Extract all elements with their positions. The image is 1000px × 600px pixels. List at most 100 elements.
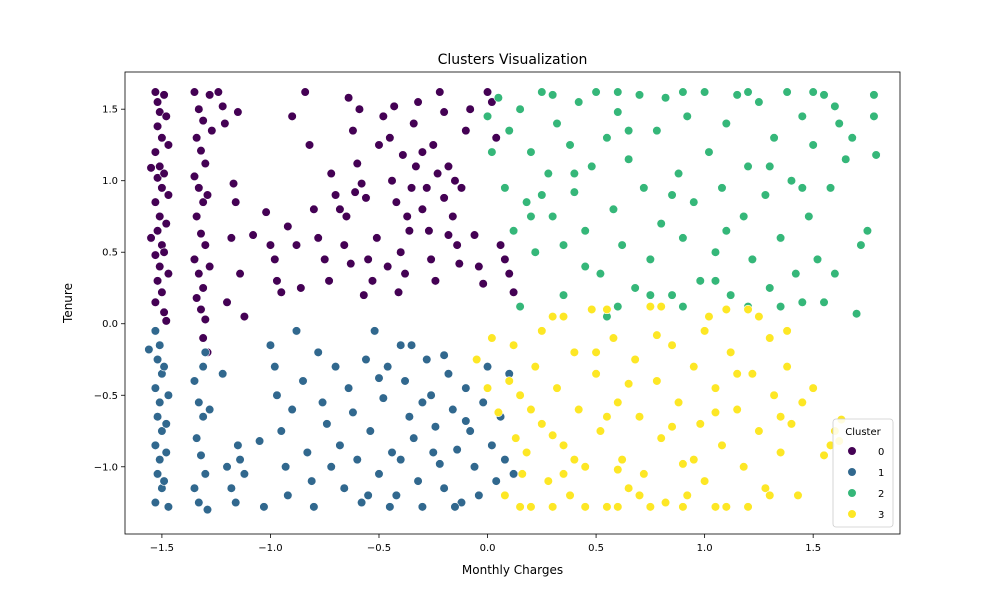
data-point-cluster-1: [363, 490, 373, 500]
data-point-cluster-1: [159, 362, 169, 372]
data-point-cluster-0: [300, 87, 310, 97]
data-point-cluster-0: [439, 107, 449, 117]
data-point-cluster-0: [409, 118, 419, 129]
data-point-cluster-3: [580, 502, 590, 512]
data-point-cluster-0: [202, 190, 213, 200]
data-point-cluster-2: [565, 140, 575, 150]
data-point-cluster-3: [558, 311, 569, 322]
data-point-cluster-2: [613, 87, 623, 97]
data-point-cluster-3: [624, 379, 634, 389]
data-point-cluster-0: [393, 287, 404, 297]
data-point-cluster-1: [387, 447, 397, 458]
data-point-cluster-3: [591, 347, 601, 357]
legend-box: [832, 418, 894, 528]
data-point-cluster-2: [871, 150, 881, 160]
data-point-cluster-0: [433, 168, 443, 179]
data-point-cluster-3: [704, 311, 714, 322]
data-point-cluster-1: [150, 440, 160, 450]
data-point-cluster-3: [500, 490, 510, 500]
data-point-cluster-1: [439, 483, 449, 493]
data-point-cluster-1: [313, 347, 323, 357]
data-point-cluster-1: [309, 502, 319, 512]
data-point-cluster-1: [365, 426, 375, 436]
data-point-cluster-3: [754, 426, 764, 436]
data-point-cluster-2: [760, 190, 771, 200]
data-point-cluster-3: [775, 447, 786, 458]
data-point-cluster-1: [231, 497, 241, 508]
data-point-cluster-0: [439, 193, 449, 203]
data-point-cluster-3: [515, 390, 525, 400]
data-point-cluster-1: [500, 455, 510, 465]
data-point-cluster-1: [194, 397, 204, 408]
data-point-cluster-2: [797, 183, 807, 193]
data-point-cluster-2: [869, 111, 879, 121]
data-point-cluster-3: [678, 459, 688, 469]
data-point-cluster-1: [272, 390, 282, 400]
data-point-cluster-1: [456, 497, 467, 508]
data-point-cluster-2: [797, 111, 807, 121]
data-point-cluster-1: [435, 459, 445, 469]
data-point-cluster-0: [304, 140, 315, 150]
data-point-cluster-2: [660, 93, 671, 103]
plot-area-frame: [124, 71, 901, 535]
data-point-cluster-1: [385, 502, 395, 512]
data-point-cluster-0: [150, 147, 160, 157]
data-point-cluster-3: [743, 304, 753, 315]
data-point-cluster-1: [391, 490, 401, 500]
data-point-cluster-2: [602, 133, 612, 143]
data-point-cluster-3: [558, 469, 569, 479]
data-point-cluster-1: [430, 422, 441, 432]
data-point-cluster-0: [491, 133, 501, 143]
data-point-cluster-1: [198, 412, 208, 422]
data-point-cluster-3: [667, 422, 677, 432]
data-point-cluster-0: [346, 259, 356, 269]
data-point-cluster-2: [613, 301, 623, 312]
data-point-cluster-0: [150, 87, 160, 97]
y-tick-label: −1.0: [94, 462, 118, 473]
data-point-cluster-0: [155, 261, 165, 272]
data-point-cluster-0: [296, 283, 306, 293]
data-point-cluster-3: [634, 490, 645, 500]
data-point-cluster-3: [630, 354, 640, 365]
data-point-cluster-1: [198, 362, 208, 372]
data-point-cluster-3: [569, 347, 579, 357]
data-point-cluster-0: [198, 333, 208, 343]
data-point-cluster-0: [413, 97, 423, 107]
data-point-cluster-3: [721, 502, 731, 512]
data-point-cluster-1: [202, 505, 213, 515]
data-point-cluster-0: [222, 297, 232, 307]
x-tick-label: −0.5: [367, 543, 391, 554]
data-point-cluster-3: [726, 347, 736, 357]
data-point-cluster-2: [791, 269, 801, 279]
data-point-cluster-2: [797, 297, 807, 307]
data-point-cluster-2: [765, 161, 775, 171]
data-point-cluster-0: [424, 226, 434, 236]
data-point-cluster-2: [834, 118, 844, 129]
data-point-cluster-2: [782, 87, 792, 97]
data-point-cluster-1: [370, 326, 380, 336]
data-point-cluster-3: [515, 502, 525, 512]
data-point-cluster-1: [259, 502, 269, 512]
data-point-cluster-0: [309, 204, 319, 214]
data-point-cluster-0: [150, 197, 160, 207]
data-point-cluster-1: [461, 383, 471, 393]
data-point-cluster-0: [400, 269, 410, 279]
x-axis-ticks: −1.5 −1.0 −0.5 0.0 0.5 1.0 1.5: [150, 534, 821, 554]
data-point-cluster-0: [411, 161, 421, 171]
data-point-cluster-2: [721, 226, 731, 236]
data-point-cluster-0: [276, 287, 286, 297]
data-point-cluster-2: [630, 283, 640, 293]
data-point-cluster-0: [152, 173, 163, 183]
data-point-cluster-3: [652, 376, 662, 386]
data-point-cluster-3: [574, 404, 584, 415]
data-point-cluster-1: [189, 483, 200, 493]
chart-title: Clusters Visualization: [438, 52, 588, 68]
data-point-cluster-2: [754, 97, 764, 107]
data-point-cluster-2: [522, 197, 532, 207]
data-point-cluster-0: [341, 211, 352, 222]
x-tick-label: 1.5: [805, 543, 821, 554]
legend: Cluster 0 1 2 3: [832, 418, 894, 528]
data-point-cluster-0: [335, 204, 345, 214]
data-point-cluster-2: [747, 254, 757, 264]
data-point-cluster-2: [656, 219, 666, 229]
